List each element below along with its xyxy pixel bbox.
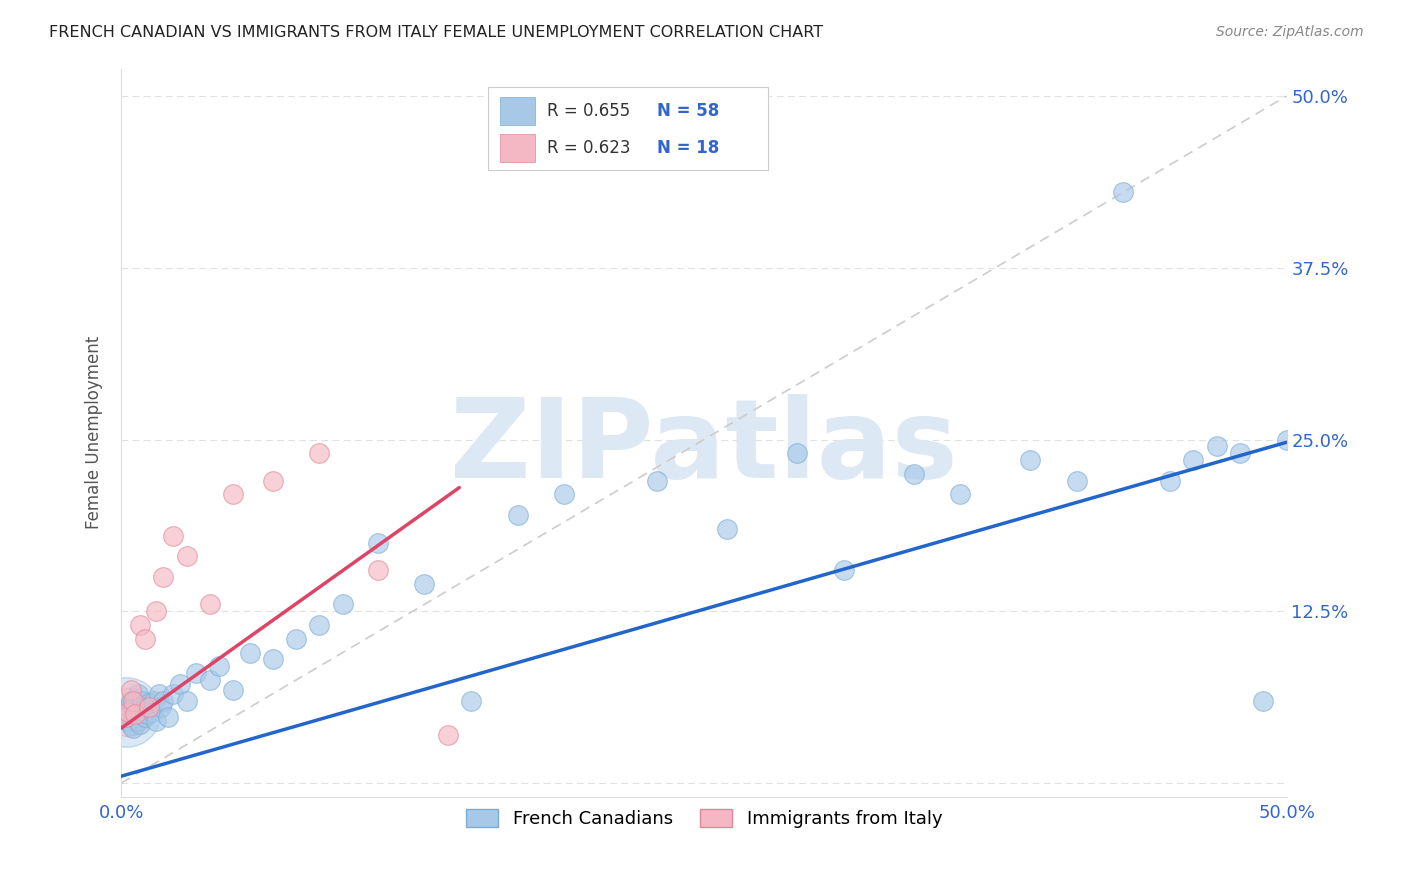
Point <box>134 632 156 646</box>
Point <box>832 563 855 577</box>
Point <box>149 700 172 714</box>
Point <box>141 705 163 719</box>
Point <box>129 717 152 731</box>
Point <box>1019 453 1042 467</box>
Point <box>138 700 160 714</box>
Point <box>949 487 972 501</box>
Point <box>115 705 138 719</box>
Point <box>176 549 198 564</box>
Point <box>120 718 142 732</box>
Point <box>122 710 145 724</box>
Point <box>176 693 198 707</box>
Point <box>145 604 167 618</box>
Point <box>222 682 245 697</box>
Text: N = 18: N = 18 <box>658 139 720 157</box>
Point <box>134 710 156 724</box>
Point <box>222 487 245 501</box>
Point <box>162 687 184 701</box>
Point <box>460 693 482 707</box>
Point <box>184 666 207 681</box>
Point <box>238 646 260 660</box>
Point <box>208 659 231 673</box>
Text: Source: ZipAtlas.com: Source: ZipAtlas.com <box>1216 25 1364 39</box>
Text: ZIPatlas: ZIPatlas <box>450 393 957 500</box>
Point <box>647 474 669 488</box>
Point <box>134 700 156 714</box>
Point <box>1066 474 1088 488</box>
Point <box>262 474 284 488</box>
Point <box>506 508 529 522</box>
Point <box>127 714 149 729</box>
Point <box>1275 433 1298 447</box>
Y-axis label: Female Unemployment: Female Unemployment <box>86 336 103 529</box>
Point <box>122 693 145 707</box>
Point <box>1205 439 1227 453</box>
Point <box>127 687 149 701</box>
Point <box>1182 453 1205 467</box>
Point <box>436 728 458 742</box>
Point <box>308 446 330 460</box>
Point <box>198 673 221 687</box>
Point <box>1159 474 1181 488</box>
Point <box>143 693 166 707</box>
Point <box>145 714 167 729</box>
Text: R = 0.655: R = 0.655 <box>547 102 630 120</box>
Point <box>124 707 146 722</box>
Point <box>553 487 575 501</box>
Point <box>156 710 179 724</box>
Point <box>367 563 389 577</box>
Text: N = 58: N = 58 <box>658 102 720 120</box>
Point <box>124 705 146 719</box>
Point <box>413 576 436 591</box>
Text: FRENCH CANADIAN VS IMMIGRANTS FROM ITALY FEMALE UNEMPLOYMENT CORRELATION CHART: FRENCH CANADIAN VS IMMIGRANTS FROM ITALY… <box>49 25 824 40</box>
Point <box>903 467 925 481</box>
Point <box>138 697 160 711</box>
Point <box>122 700 145 714</box>
Point <box>308 618 330 632</box>
Point <box>332 598 354 612</box>
Point <box>716 522 738 536</box>
Point <box>115 710 138 724</box>
Point <box>117 705 139 719</box>
Point <box>169 677 191 691</box>
Point <box>162 529 184 543</box>
Point <box>198 598 221 612</box>
Point <box>115 707 138 722</box>
Point <box>152 693 174 707</box>
Point <box>262 652 284 666</box>
Point <box>1112 185 1135 199</box>
Point <box>120 682 142 697</box>
Point <box>117 700 139 714</box>
Point <box>367 535 389 549</box>
Point <box>120 693 142 707</box>
FancyBboxPatch shape <box>488 87 768 170</box>
Point <box>117 714 139 729</box>
Legend: French Canadians, Immigrants from Italy: French Canadians, Immigrants from Italy <box>458 801 949 835</box>
FancyBboxPatch shape <box>501 97 536 125</box>
Point <box>148 687 170 701</box>
Point <box>285 632 308 646</box>
Point <box>786 446 808 460</box>
Point <box>129 707 152 722</box>
Point <box>1229 446 1251 460</box>
Point <box>122 721 145 735</box>
Point <box>117 705 139 719</box>
Text: R = 0.623: R = 0.623 <box>547 139 630 157</box>
Point <box>124 697 146 711</box>
Point <box>131 693 153 707</box>
Point <box>136 707 159 722</box>
FancyBboxPatch shape <box>501 134 536 161</box>
Point <box>152 570 174 584</box>
Point <box>129 618 152 632</box>
Point <box>1251 693 1274 707</box>
